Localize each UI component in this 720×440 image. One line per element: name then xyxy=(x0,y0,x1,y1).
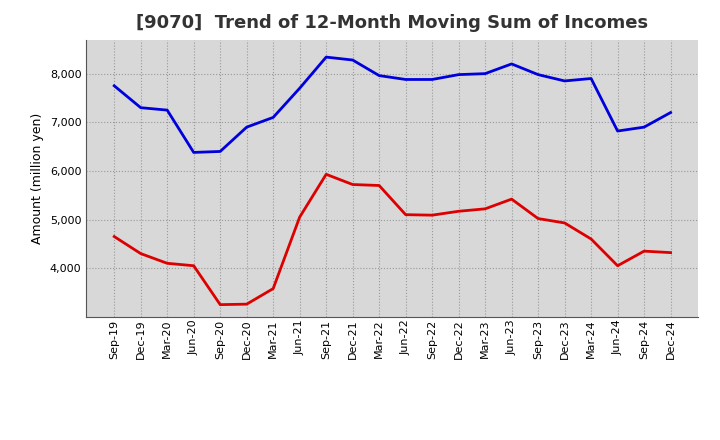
Line: Ordinary Income: Ordinary Income xyxy=(114,57,670,152)
Ordinary Income xyxy=(348,57,357,62)
Net Income xyxy=(189,263,198,268)
Ordinary Income xyxy=(243,125,251,130)
Ordinary Income xyxy=(136,105,145,110)
Ordinary Income xyxy=(666,110,675,115)
Net Income xyxy=(375,183,384,188)
Net Income xyxy=(481,206,490,212)
Ordinary Income xyxy=(189,150,198,155)
Title: [9070]  Trend of 12-Month Moving Sum of Incomes: [9070] Trend of 12-Month Moving Sum of I… xyxy=(136,15,649,33)
Ordinary Income xyxy=(163,107,171,113)
Ordinary Income xyxy=(454,72,463,77)
Net Income xyxy=(322,172,330,177)
Net Income xyxy=(136,251,145,256)
Ordinary Income xyxy=(613,128,622,134)
Net Income xyxy=(348,182,357,187)
Net Income xyxy=(110,234,119,239)
Ordinary Income xyxy=(534,72,542,77)
Net Income xyxy=(560,220,569,226)
Net Income xyxy=(454,209,463,214)
Net Income xyxy=(613,263,622,268)
Ordinary Income xyxy=(508,61,516,66)
Ordinary Income xyxy=(587,76,595,81)
Ordinary Income xyxy=(216,149,225,154)
Y-axis label: Amount (million yen): Amount (million yen) xyxy=(32,113,45,244)
Ordinary Income xyxy=(481,71,490,76)
Line: Net Income: Net Income xyxy=(114,174,670,304)
Ordinary Income xyxy=(269,115,277,120)
Net Income xyxy=(587,236,595,242)
Net Income xyxy=(163,260,171,266)
Ordinary Income xyxy=(110,83,119,88)
Net Income xyxy=(666,250,675,255)
Ordinary Income xyxy=(560,78,569,84)
Net Income xyxy=(269,286,277,291)
Net Income xyxy=(295,214,304,220)
Net Income xyxy=(508,197,516,202)
Net Income xyxy=(216,302,225,307)
Net Income xyxy=(640,249,649,254)
Net Income xyxy=(534,216,542,221)
Net Income xyxy=(401,212,410,217)
Ordinary Income xyxy=(322,55,330,60)
Net Income xyxy=(243,301,251,307)
Ordinary Income xyxy=(401,77,410,82)
Net Income xyxy=(428,213,436,218)
Ordinary Income xyxy=(428,77,436,82)
Ordinary Income xyxy=(375,73,384,78)
Ordinary Income xyxy=(295,86,304,91)
Ordinary Income xyxy=(640,125,649,130)
